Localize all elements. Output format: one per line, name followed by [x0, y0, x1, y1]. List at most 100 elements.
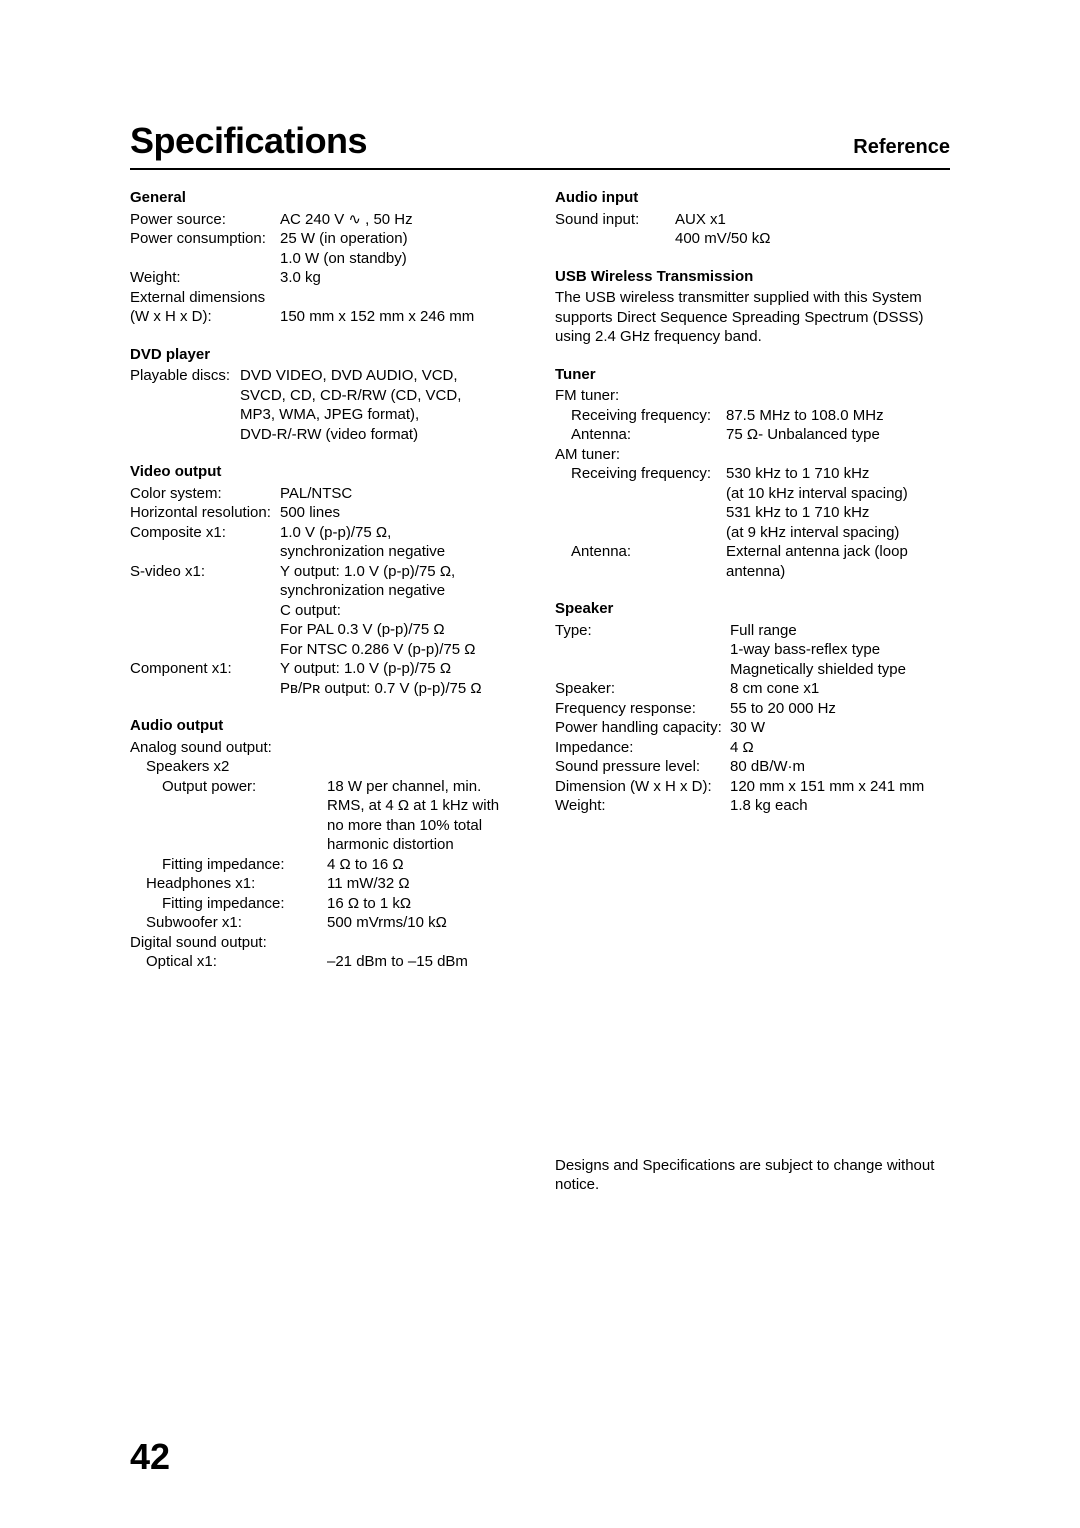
change-notice: Designs and Specifications are subject t…: [555, 1156, 950, 1195]
spec-label: Frequency response:: [555, 699, 730, 719]
spec-label: Playable discs:: [130, 366, 240, 386]
spec-label: [555, 229, 675, 249]
section-heading: Video output: [130, 462, 525, 482]
spec-value: 400 mV/50 kΩ: [675, 229, 950, 249]
spec-label: [130, 640, 280, 660]
spec-row: Speaker:8 cm cone x1: [555, 679, 950, 699]
spec-row: Type:Full range: [555, 621, 950, 641]
spec-label: Power source:: [130, 210, 280, 230]
spec-value: 87.5 MHz to 108.0 MHz: [726, 406, 950, 426]
spec-label: Fitting impedance:: [162, 855, 327, 875]
spec-row: Horizontal resolution:500 lines: [130, 503, 525, 523]
spec-label: [555, 660, 730, 680]
spec-value: Y output: 1.0 V (p-p)/75 Ω: [280, 659, 525, 679]
spec-row: Power consumption:25 W (in operation): [130, 229, 525, 249]
spec-row: Antenna:External antenna jack (loop: [555, 542, 950, 562]
spec-row: (at 9 kHz interval spacing): [555, 523, 950, 543]
spec-row: SVCD, CD, CD-R/RW (CD, VCD,: [130, 386, 525, 406]
spec-label: Optical x1:: [146, 952, 327, 972]
spec-value: For PAL 0.3 V (p-p)/75 Ω: [280, 620, 525, 640]
spec-label: Receiving frequency:: [571, 406, 726, 426]
spec-row: DVD-R/-RW (video format): [130, 425, 525, 445]
spec-label: Component x1:: [130, 659, 280, 679]
spec-row: S-video x1:Y output: 1.0 V (p-p)/75 Ω,: [130, 562, 525, 582]
spec-value: no more than 10% total: [327, 816, 525, 836]
spec-row: (W x H x D):150 mm x 152 mm x 246 mm: [130, 307, 525, 327]
spec-value: SVCD, CD, CD-R/RW (CD, VCD,: [240, 386, 525, 406]
spec-label: Fitting impedance:: [162, 894, 327, 914]
spec-value: 11 mW/32 Ω: [327, 874, 525, 894]
section-heading: Audio output: [130, 716, 525, 736]
spec-row: Receiving frequency:87.5 MHz to 108.0 MH…: [555, 406, 950, 426]
spec-line: Analog sound output:: [130, 738, 525, 758]
section-name: Reference: [853, 136, 950, 159]
spec-label: [162, 796, 327, 816]
spec-value: 16 Ω to 1 kΩ: [327, 894, 525, 914]
spec-value: For NTSC 0.286 V (p-p)/75 Ω: [280, 640, 525, 660]
spec-row: Fitting impedance:4 Ω to 16 Ω: [130, 855, 525, 875]
spec-label: [571, 484, 726, 504]
spec-row: synchronization negative: [130, 581, 525, 601]
spec-value: harmonic distortion: [327, 835, 525, 855]
spec-label: [130, 542, 280, 562]
spec-line: AM tuner:: [555, 445, 950, 465]
spec-row: C output:: [130, 601, 525, 621]
spec-row: Power source:AC 240 V ∿ , 50 Hz: [130, 210, 525, 230]
spec-row: External dimensions: [130, 288, 525, 308]
spec-label: Color system:: [130, 484, 280, 504]
spec-value: MP3, WMA, JPEG format),: [240, 405, 525, 425]
spec-value: AUX x1: [675, 210, 950, 230]
spec-value: 531 kHz to 1 710 kHz: [726, 503, 950, 523]
spec-row: Frequency response:55 to 20 000 Hz: [555, 699, 950, 719]
spec-label: [555, 640, 730, 660]
spec-value: 1-way bass-reflex type: [730, 640, 950, 660]
section-heading: General: [130, 188, 525, 208]
spec-value: (at 10 kHz interval spacing): [726, 484, 950, 504]
spec-row: MP3, WMA, JPEG format),: [130, 405, 525, 425]
spec-line: Digital sound output:: [130, 933, 525, 953]
spec-row: RMS, at 4 Ω at 1 kHz with: [130, 796, 525, 816]
spec-row: Receiving frequency:530 kHz to 1 710 kHz: [555, 464, 950, 484]
spec-value: Pʙ/Pʀ output: 0.7 V (p-p)/75 Ω: [280, 679, 525, 699]
spec-line: FM tuner:: [555, 386, 950, 406]
spec-row: Color system:PAL/NTSC: [130, 484, 525, 504]
spec-value: 120 mm x 151 mm x 241 mm: [730, 777, 950, 797]
spec-label: External dimensions: [130, 288, 280, 308]
section-heading: USB Wireless Transmission: [555, 267, 950, 287]
spec-value: antenna): [726, 562, 950, 582]
spec-label: Speaker:: [555, 679, 730, 699]
spec-value: 150 mm x 152 mm x 246 mm: [280, 307, 525, 327]
spec-label: Receiving frequency:: [571, 464, 726, 484]
spec-value: 75 Ω- Unbalanced type: [726, 425, 950, 445]
page-title: Specifications: [130, 120, 367, 162]
section-heading: Tuner: [555, 365, 950, 385]
spec-label: [130, 620, 280, 640]
spec-row: Magnetically shielded type: [555, 660, 950, 680]
spec-label: Subwoofer x1:: [146, 913, 327, 933]
spec-label: Weight:: [555, 796, 730, 816]
right-column: Audio inputSound input:AUX x1400 mV/50 k…: [555, 188, 950, 1195]
spec-value: 3.0 kg: [280, 268, 525, 288]
spec-value: –21 dBm to –15 dBm: [327, 952, 525, 972]
spec-row: Antenna:75 Ω- Unbalanced type: [555, 425, 950, 445]
spec-row: antenna): [555, 562, 950, 582]
spec-label: Type:: [555, 621, 730, 641]
spec-row: Playable discs:DVD VIDEO, DVD AUDIO, VCD…: [130, 366, 525, 386]
spec-value: 4 Ω: [730, 738, 950, 758]
left-column: GeneralPower source:AC 240 V ∿ , 50 HzPo…: [130, 188, 525, 1195]
spec-value: External antenna jack (loop: [726, 542, 950, 562]
spec-value: Full range: [730, 621, 950, 641]
spec-label: Horizontal resolution:: [130, 503, 280, 523]
spec-label: Headphones x1:: [146, 874, 327, 894]
spec-row: synchronization negative: [130, 542, 525, 562]
spec-label: [571, 523, 726, 543]
spec-value: Magnetically shielded type: [730, 660, 950, 680]
spec-value: 18 W per channel, min.: [327, 777, 525, 797]
page-number: 42: [130, 1436, 170, 1478]
spec-value: PAL/NTSC: [280, 484, 525, 504]
spec-label: Composite x1:: [130, 523, 280, 543]
spec-label: [130, 581, 280, 601]
spec-row: Component x1:Y output: 1.0 V (p-p)/75 Ω: [130, 659, 525, 679]
spec-row: Sound input:AUX x1: [555, 210, 950, 230]
spec-label: S-video x1:: [130, 562, 280, 582]
